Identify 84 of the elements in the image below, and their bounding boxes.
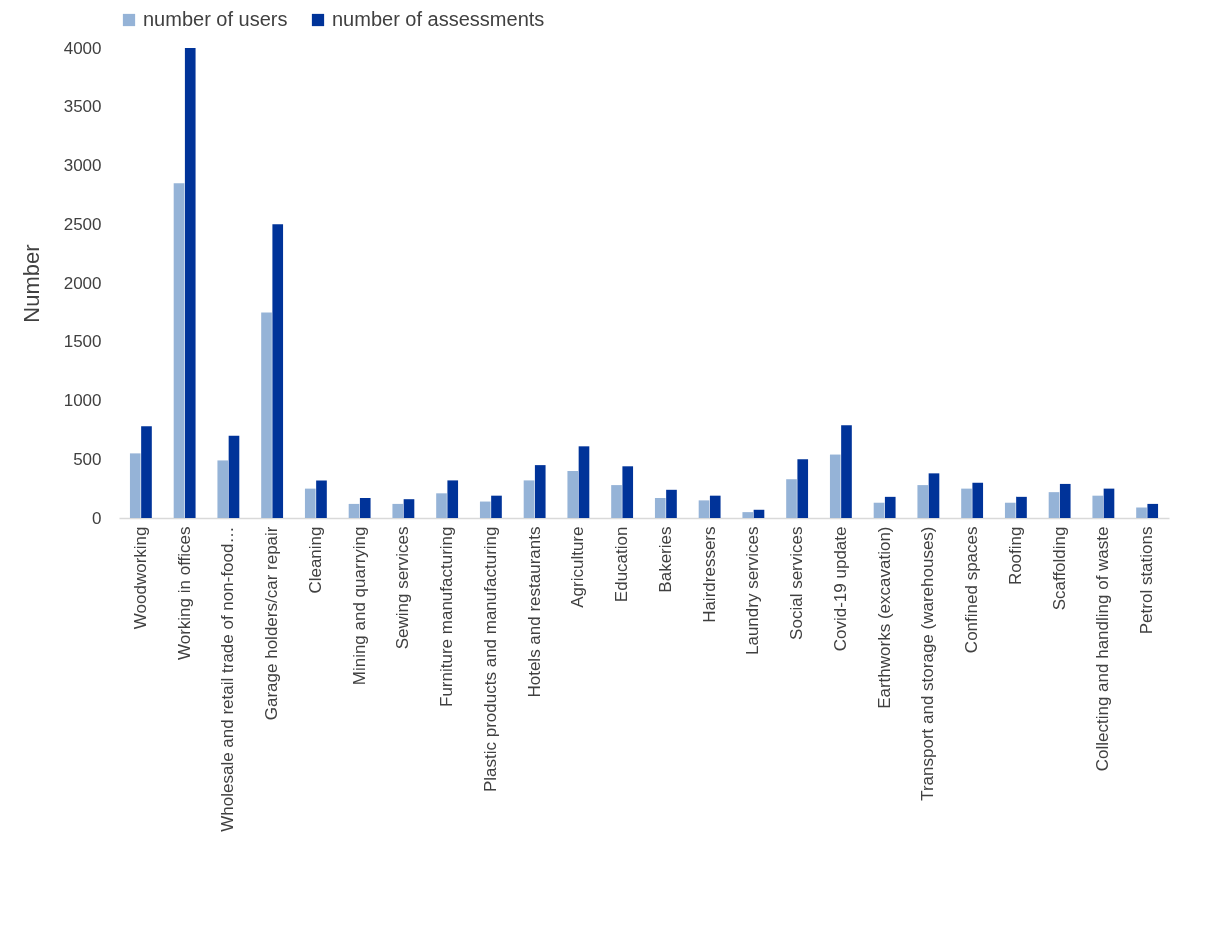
bar — [479, 501, 491, 518]
bar — [534, 465, 546, 518]
x-tick-label: Garage holders/car repair — [262, 526, 282, 721]
bar — [611, 485, 622, 518]
x-tick-label: Transport and storage (warehouses) — [918, 526, 938, 801]
bar — [666, 489, 677, 518]
x-tick-label: Bakeries — [655, 526, 675, 593]
bar — [1136, 507, 1147, 518]
bar — [622, 466, 634, 518]
y-tick-label: 4000 — [63, 38, 102, 58]
x-tick-label: Earthworks (excavation) — [874, 526, 894, 709]
bar — [917, 485, 929, 518]
bar — [129, 453, 141, 518]
bar — [928, 473, 940, 518]
x-tick-label: Furniture manufacturing — [437, 526, 457, 707]
x-tick-label: Woodworking — [130, 526, 150, 630]
x-tick-label: Cleaning — [305, 526, 325, 594]
bar — [709, 495, 721, 518]
bar — [873, 502, 885, 518]
bar — [1059, 483, 1071, 518]
x-tick-label: Petrol stations — [1137, 526, 1157, 635]
x-tick-label: Roofing — [1005, 526, 1025, 586]
x-tick-label: Agriculture — [568, 526, 588, 608]
bar — [753, 509, 765, 518]
x-tick-label: Confined spaces — [962, 526, 982, 654]
bar — [1092, 495, 1104, 518]
bar — [567, 471, 579, 518]
bar — [523, 480, 535, 518]
bar — [972, 482, 984, 518]
legend-label: number of users — [143, 8, 288, 30]
bar — [316, 480, 327, 518]
y-axis-title: Number — [18, 244, 44, 323]
bar — [272, 224, 284, 518]
y-tick-label: 2000 — [63, 273, 102, 293]
y-tick-label: 0 — [92, 508, 102, 528]
bar — [698, 500, 710, 518]
x-tick-label: Covid-19 update — [830, 526, 850, 652]
bar — [841, 425, 852, 518]
legend-label: number of assessments — [332, 8, 545, 30]
bar — [829, 454, 841, 518]
y-tick-label: 1500 — [63, 332, 102, 352]
y-tick-label: 3500 — [63, 97, 102, 117]
bar — [261, 312, 272, 518]
bar — [217, 460, 229, 518]
x-tick-label: Working in offices — [174, 526, 194, 661]
x-tick-label: Social services — [787, 526, 807, 640]
x-tick-label: Sewing services — [393, 526, 413, 650]
x-tick-label: Collecting and handling of waste — [1093, 526, 1113, 772]
bar — [228, 435, 240, 518]
bar — [491, 495, 502, 518]
bar — [1048, 492, 1060, 518]
bar — [348, 503, 360, 518]
bar — [304, 488, 316, 518]
x-tick-label: Hotels and restaurants — [524, 526, 544, 698]
bar — [786, 479, 797, 518]
bar — [1147, 503, 1159, 518]
y-tick-label: 2500 — [63, 214, 102, 234]
bar — [359, 498, 371, 518]
bar — [392, 503, 404, 518]
bar — [1103, 488, 1115, 518]
x-tick-label: Education — [612, 526, 632, 603]
bar — [403, 499, 415, 518]
bar — [742, 512, 754, 518]
bar — [184, 48, 196, 518]
y-tick-label: 1000 — [63, 391, 102, 410]
bar — [141, 426, 152, 518]
y-tick-label: 3000 — [63, 156, 102, 175]
bar — [1016, 496, 1027, 518]
bar — [654, 498, 666, 518]
x-tick-label: Scaffolding — [1049, 526, 1069, 611]
bar — [447, 480, 459, 518]
bar — [884, 496, 896, 518]
x-tick-label: Laundry services — [743, 526, 763, 656]
x-tick-label: Wholesale and retail trade of non-food… — [218, 526, 238, 832]
bar — [578, 446, 590, 518]
bar — [961, 488, 972, 518]
x-tick-label: Mining and quarrying — [349, 526, 369, 686]
bar — [436, 493, 447, 518]
bar — [173, 183, 185, 518]
bar — [1004, 502, 1016, 518]
x-tick-label: Plastic products and manufacturing — [480, 526, 500, 793]
bar — [797, 459, 809, 518]
x-tick-label: Hairdressers — [699, 526, 719, 623]
y-tick-label: 500 — [73, 449, 102, 469]
